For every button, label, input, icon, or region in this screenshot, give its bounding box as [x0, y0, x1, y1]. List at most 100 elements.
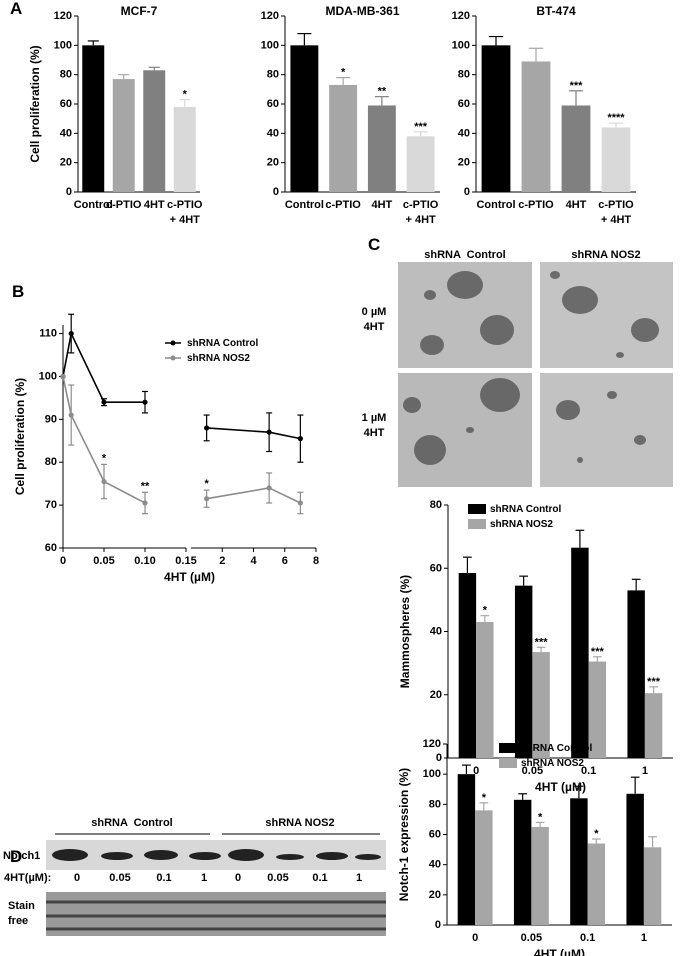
x-axis-label: 4HT (µM) — [534, 947, 585, 956]
bar — [112, 79, 135, 192]
legend-swatch — [499, 758, 517, 768]
significance: * — [102, 452, 107, 464]
error-bar — [630, 776, 640, 794]
y-tick-label: 20 — [267, 157, 279, 169]
error-bar — [118, 74, 130, 80]
x-tick-label: c-PTIO + 4HT — [167, 199, 203, 226]
x-tick-label: c-PTIO — [106, 199, 142, 211]
y-tick-label: 40 — [60, 127, 72, 139]
x-tick-label: 0 — [472, 932, 478, 944]
y-tick-label: 20 — [429, 889, 441, 901]
lane-label: 0.05 — [267, 872, 288, 884]
y-tick-label: 110 — [39, 327, 57, 339]
y-tick-label: 70 — [45, 499, 57, 511]
point — [297, 436, 303, 442]
y-tick-label: 20 — [60, 157, 72, 169]
y-tick-label: 80 — [430, 499, 442, 511]
image — [540, 373, 673, 487]
y-tick-label: 0 — [464, 186, 470, 198]
error-bar — [608, 122, 624, 128]
y-axis-label: Cell proliferation (%) — [13, 378, 27, 495]
point — [60, 373, 66, 380]
error-bar — [591, 838, 601, 844]
error-bar — [568, 90, 584, 106]
x-tick-label: 0.15 — [175, 555, 196, 567]
error-bar — [518, 793, 528, 800]
significance: * — [341, 67, 346, 79]
legend-swatch — [468, 519, 486, 529]
bar — [601, 127, 631, 192]
lane-label: 1 — [356, 872, 362, 884]
x-tick-label: 4HT — [566, 199, 587, 211]
legend-label: shRNA NOS2 — [521, 758, 584, 769]
bar — [627, 590, 645, 758]
lane-label: 0.1 — [156, 872, 171, 884]
legend-swatch — [499, 743, 517, 753]
error-bar — [179, 98, 191, 107]
x-tick-label: c-PTIO + 4HT — [403, 199, 439, 226]
error-bar — [463, 556, 472, 573]
significance: *** — [647, 676, 661, 688]
bar — [458, 572, 477, 758]
y-tick-label: 100 — [452, 39, 470, 51]
y-tick-label: 0 — [436, 752, 442, 764]
significance: * — [482, 792, 487, 804]
significance: * — [483, 605, 488, 617]
line — [206, 427, 301, 440]
x-tick-label: 4HT — [144, 199, 165, 211]
group-label: shRNA NOS2 — [265, 817, 334, 829]
bar — [290, 45, 319, 193]
stain-bands — [46, 900, 386, 931]
y-axis-label: Mammospheres (%) — [398, 575, 412, 688]
bar — [367, 105, 396, 192]
x-tick-label: 4 — [250, 555, 257, 567]
error-bar — [575, 529, 585, 548]
x-tick-label: 0.1 — [581, 765, 596, 777]
bar — [514, 585, 533, 758]
y-tick-label: 0 — [66, 186, 72, 198]
y-tick-label: 60 — [60, 98, 72, 110]
bar — [481, 45, 511, 193]
legend-label: shRNA Control — [521, 743, 593, 754]
y-tick-label: 80 — [267, 69, 279, 81]
bar — [82, 45, 105, 193]
error-bar — [336, 76, 351, 85]
lane-label: 0 — [235, 872, 241, 884]
error-bar — [648, 836, 657, 848]
x-tick-label: 0.10 — [134, 555, 155, 567]
group-label: shRNA Control — [91, 817, 172, 829]
y-tick-label: 40 — [458, 127, 470, 139]
bar — [476, 622, 494, 758]
x-tick-label: Control — [476, 199, 515, 211]
error-bar — [87, 40, 99, 46]
x-tick-label: 0 — [473, 765, 479, 777]
stain-label: Stain free — [8, 900, 35, 927]
legend-label: shRNA NOS2 — [187, 353, 250, 364]
y-tick-label: 100 — [39, 370, 57, 382]
significance: * — [204, 478, 209, 490]
x-tick-label: 6 — [282, 555, 288, 567]
y-axis-label: Cell proliferation (%) — [28, 45, 42, 162]
y-tick-label: 60 — [45, 542, 57, 554]
y-tick-label: 40 — [267, 127, 279, 139]
x-tick-label: c-PTIO — [518, 199, 554, 211]
y-tick-label: 80 — [458, 69, 470, 81]
bar — [531, 826, 549, 925]
point — [68, 330, 74, 337]
point — [101, 478, 107, 485]
y-tick-label: 80 — [60, 69, 72, 81]
bar — [521, 61, 551, 192]
significance: * — [538, 811, 543, 823]
lane-label: 1 — [201, 872, 207, 884]
x-tick-label: 0.05 — [93, 555, 114, 567]
panel-label: B — [12, 282, 24, 301]
panel-label: C — [368, 235, 380, 254]
y-tick-label: 60 — [430, 562, 442, 574]
y-tick-label: 120 — [261, 10, 279, 22]
y-axis-label: Notch-1 expression (%) — [397, 768, 411, 901]
x-tick-label: c-PTIO — [325, 199, 361, 211]
column-label: shRNA NOS2 — [571, 249, 640, 261]
y-tick-label: 60 — [458, 98, 470, 110]
dose-label: 4HT(µM): — [4, 872, 51, 884]
y-tick-label: 20 — [458, 157, 470, 169]
